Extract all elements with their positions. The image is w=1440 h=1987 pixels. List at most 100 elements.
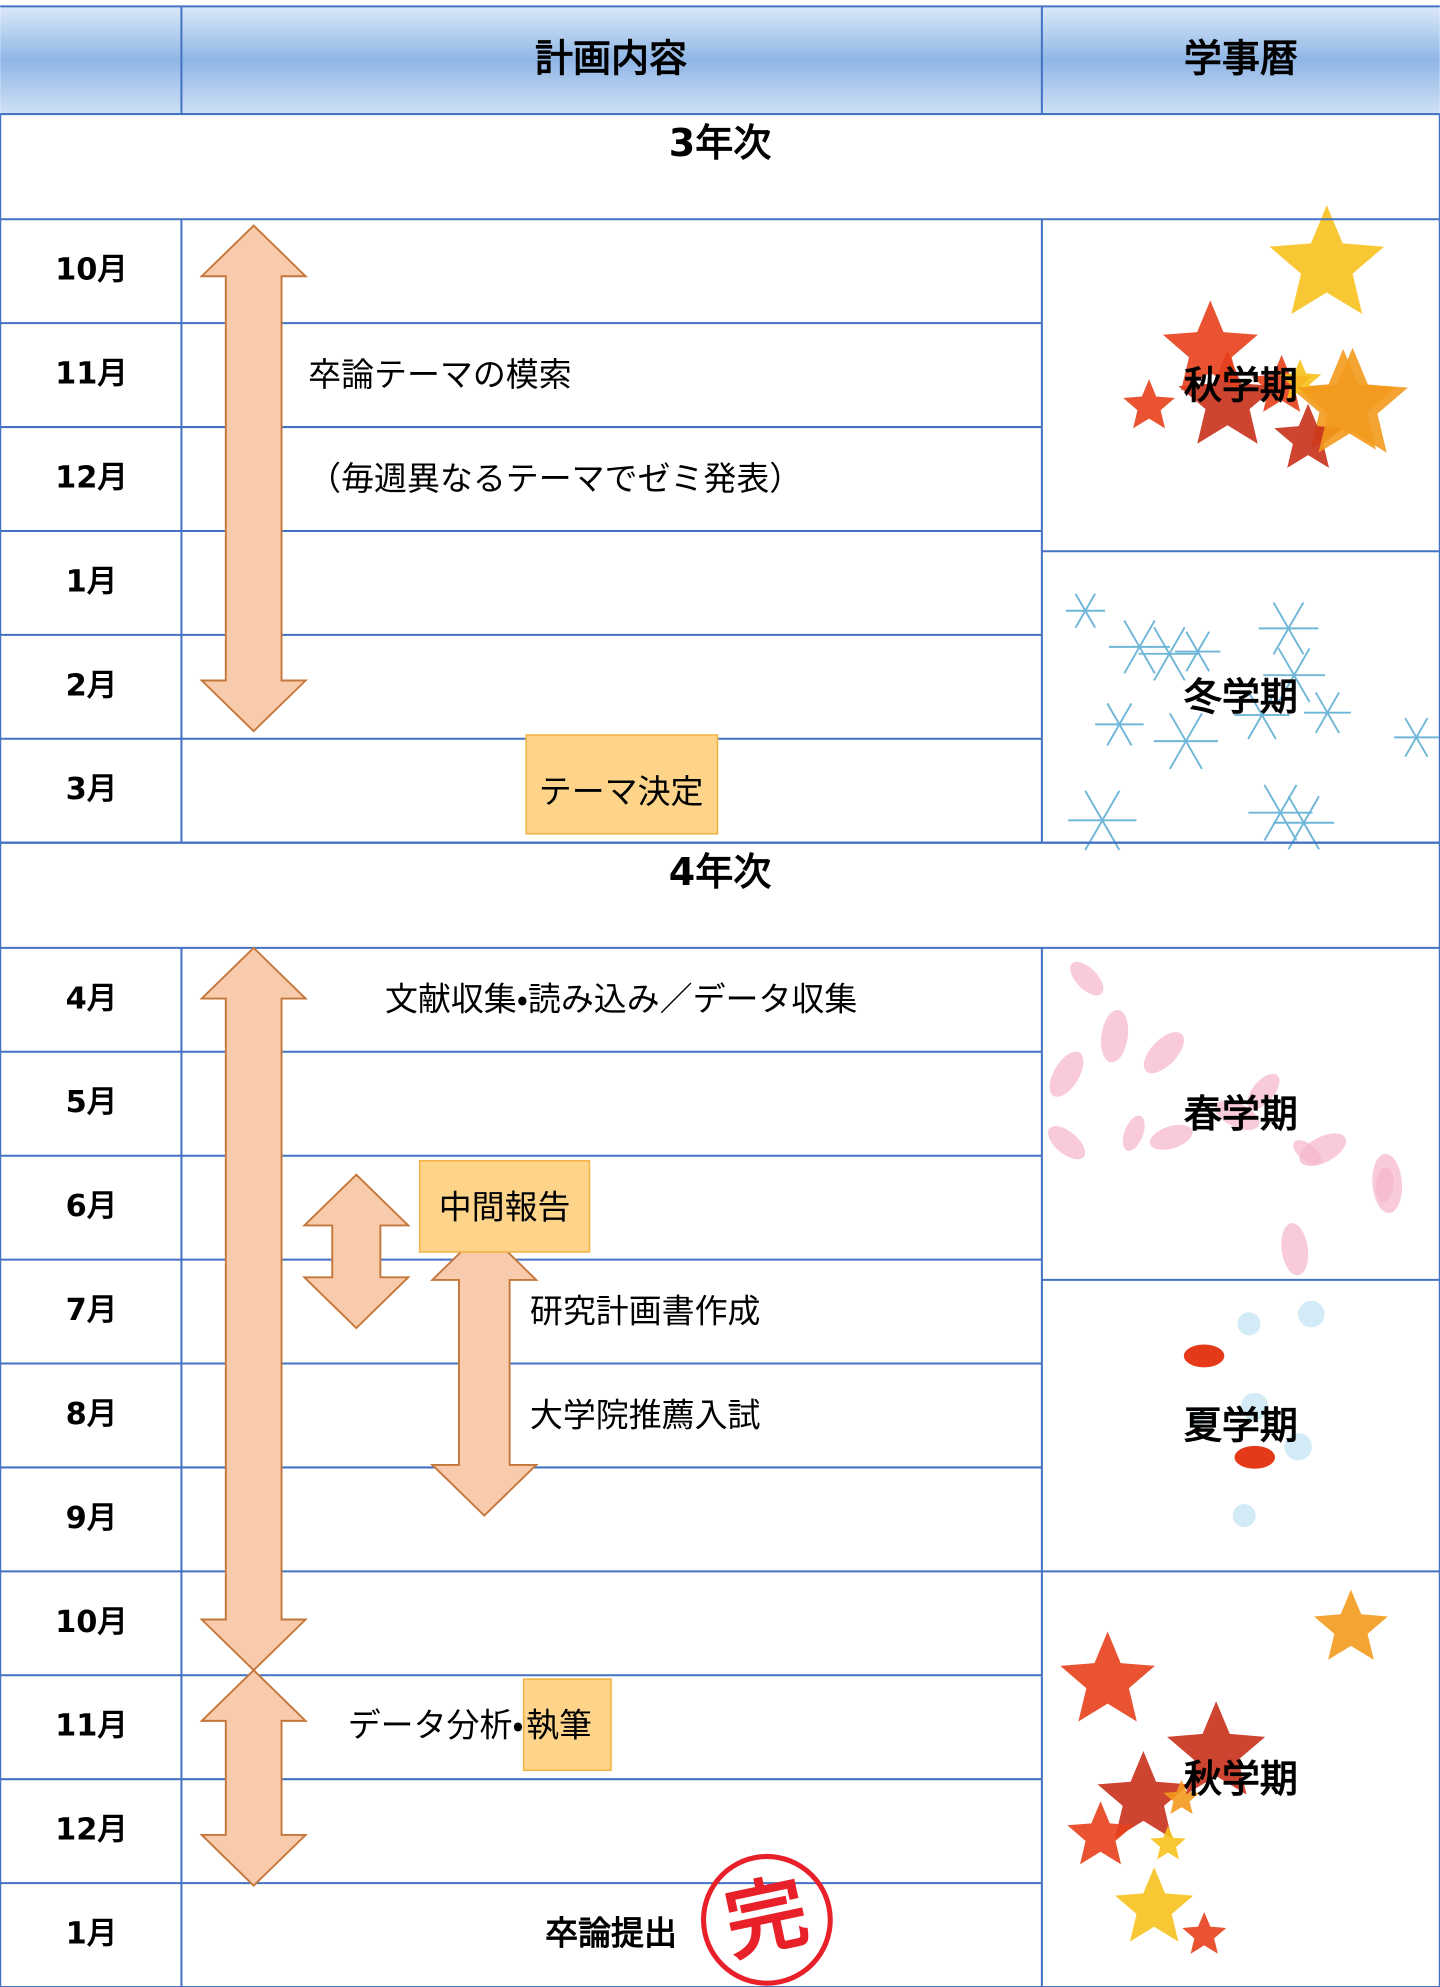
term-label: 夏学期: [1184, 1404, 1298, 1448]
leaf: [1274, 403, 1342, 468]
petal: [1372, 1153, 1403, 1213]
month-label: 1月: [66, 1917, 118, 1952]
plan-text: 大学院推薦入試: [530, 1395, 761, 1434]
month-label: 9月: [66, 1501, 118, 1536]
term-label: 秋学期: [1184, 363, 1298, 407]
snowflake: [1106, 702, 1133, 746]
plan-text: 卒論提出: [545, 1914, 677, 1953]
header-calendar: 学事暦: [1184, 36, 1298, 80]
double-arrow: [199, 1668, 308, 1887]
leaf: [1163, 1779, 1200, 1815]
month-label: 5月: [66, 1085, 118, 1120]
leaf: [1251, 354, 1312, 412]
snowflake: [1272, 602, 1305, 655]
water-drop: [1232, 1503, 1256, 1528]
stamp-circle: [700, 1853, 833, 1986]
plan-text: 研究計画書作成: [530, 1291, 761, 1330]
snowflake: [1287, 795, 1320, 850]
leaf: [1067, 1801, 1134, 1865]
snowflake: [1123, 619, 1156, 674]
leaf: [1314, 1589, 1388, 1660]
petal: [1101, 1009, 1129, 1063]
term-label: 秋学期: [1184, 1757, 1298, 1801]
petal: [1049, 1051, 1084, 1097]
petal: [1048, 1126, 1086, 1160]
highlight: [418, 1160, 591, 1253]
highlight: [525, 734, 719, 835]
term-label: 冬学期: [1184, 675, 1298, 719]
snowflake: [1247, 690, 1277, 740]
petal: [1122, 1115, 1145, 1151]
stamp: 完: [700, 1853, 833, 1986]
snowflake: [1314, 691, 1340, 734]
petal: [1149, 1124, 1193, 1150]
snowflake: [1404, 717, 1429, 758]
stamp-text: 完: [717, 1865, 816, 1974]
snowflake: [1084, 790, 1121, 851]
leaf: [1150, 1825, 1186, 1860]
water-drop: [1237, 1312, 1261, 1336]
month-label: 1月: [66, 564, 118, 599]
petal: [1143, 1032, 1184, 1074]
plan-text: （毎週異なるテーマでゼミ発表）: [308, 459, 802, 498]
plan-text: 卒論テーマの模索: [308, 355, 572, 394]
month-label: 6月: [66, 1189, 118, 1224]
snowflake: [1153, 626, 1186, 681]
month-label: 8月: [66, 1397, 118, 1432]
petal: [1070, 961, 1104, 996]
leaf: [1060, 1631, 1155, 1722]
plan-text: 文献収集・読み込み／データ収集: [385, 980, 857, 1019]
petal: [1281, 1223, 1309, 1276]
month-label: 11月: [55, 357, 128, 392]
leaf: [1297, 347, 1408, 453]
leaf: [1162, 300, 1258, 391]
month-label: 10月: [55, 253, 128, 288]
double-arrow: [302, 1173, 411, 1330]
snowflake: [1169, 712, 1203, 770]
month-label: 4月: [66, 981, 118, 1016]
leaf: [1114, 1867, 1194, 1942]
plan-text: 中間報告: [439, 1187, 571, 1226]
water-drop: [1298, 1300, 1325, 1328]
petal: [1299, 1133, 1347, 1166]
month-label: 2月: [66, 668, 118, 703]
leaf: [1182, 1911, 1227, 1954]
water-drop: [1284, 1432, 1312, 1461]
plan-text: 執筆: [526, 1706, 592, 1745]
highlight: [522, 1678, 612, 1772]
snowflake: [1185, 631, 1210, 672]
plan-text: テーマ決定: [539, 772, 704, 811]
arrows: [199, 224, 539, 1887]
leaf: [1097, 1751, 1190, 1839]
double-arrow: [199, 224, 308, 733]
leaf: [1178, 350, 1277, 444]
leaf: [1123, 379, 1175, 429]
term-label: 春学期: [1184, 1092, 1298, 1136]
plan-text: データ分析・: [348, 1706, 524, 1745]
snowflake: [1074, 593, 1096, 629]
water-drop: [1240, 1392, 1269, 1421]
year-title: 4年次: [669, 850, 771, 894]
month-label: 3月: [66, 772, 118, 807]
month-label: 7月: [66, 1293, 118, 1328]
header-plan: 計画内容: [535, 36, 687, 80]
month-label: 12月: [55, 461, 128, 496]
header-background: [0, 6, 1440, 115]
snowflake: [1277, 647, 1311, 703]
double-arrow: [199, 946, 308, 1672]
snowflake: [1263, 784, 1298, 841]
month-label: 11月: [55, 1709, 128, 1744]
month-label: 10月: [55, 1605, 128, 1640]
goldfish: [1183, 1344, 1225, 1368]
goldfish: [1234, 1445, 1276, 1469]
leaf: [1167, 1701, 1266, 1795]
month-label: 12月: [55, 1813, 128, 1848]
decorations: [1048, 205, 1439, 1954]
leaf: [1269, 205, 1385, 315]
year-title: 3年次: [669, 121, 771, 165]
petal: [1247, 1073, 1280, 1110]
water-drop: [1189, 1411, 1205, 1427]
petal: [1214, 1100, 1260, 1131]
double-arrow: [430, 1227, 539, 1517]
